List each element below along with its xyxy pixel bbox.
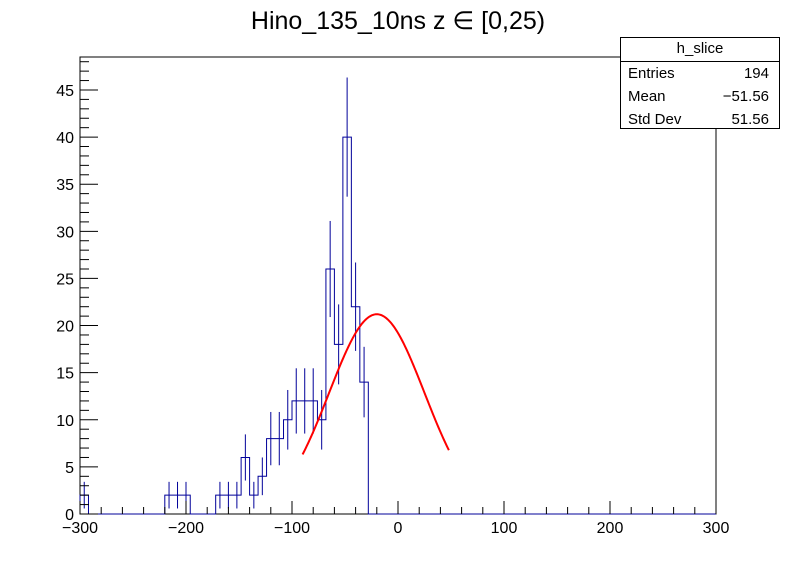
y-tick-label: 30 <box>56 224 74 241</box>
stats-value: −51.56 <box>722 88 769 105</box>
stats-box: h_slice Entries 194 Mean −51.56 Std Dev … <box>620 37 780 129</box>
chart-title: Hino_135_10ns z ∈ [0,25) <box>250 7 546 35</box>
x-tick-label: −100 <box>274 520 310 537</box>
stats-row-std-dev: Std Dev 51.56 <box>621 108 779 131</box>
stats-box-title: h_slice <box>621 38 779 62</box>
stats-value: 194 <box>743 65 769 82</box>
y-tick-label: 35 <box>56 177 74 194</box>
x-tick-label: 300 <box>703 520 730 537</box>
stats-label: Std Dev <box>628 111 682 128</box>
stats-row-entries: Entries 194 <box>621 62 779 85</box>
stats-label: Mean <box>628 88 666 105</box>
stats-row-mean: Mean −51.56 <box>621 85 779 108</box>
y-tick-label: 10 <box>56 413 74 430</box>
stats-label: Entries <box>628 65 675 82</box>
y-tick-label: 25 <box>56 271 74 288</box>
x-tick-label: 0 <box>394 520 403 537</box>
y-tick-label: 5 <box>65 460 74 477</box>
x-tick-label: 200 <box>597 520 624 537</box>
y-tick-label: 0 <box>65 507 74 524</box>
histogram-outline <box>79 136 716 515</box>
y-tick-label: 45 <box>56 83 74 100</box>
stats-value: 51.56 <box>731 111 769 128</box>
x-tick-label: −200 <box>168 520 204 537</box>
x-tick-label: 100 <box>491 520 518 537</box>
y-tick-label: 40 <box>56 130 74 147</box>
fit-curve <box>301 313 450 455</box>
y-tick-label: 20 <box>56 319 74 336</box>
y-tick-label: 15 <box>56 366 74 383</box>
x-tick-label: −300 <box>62 520 98 537</box>
